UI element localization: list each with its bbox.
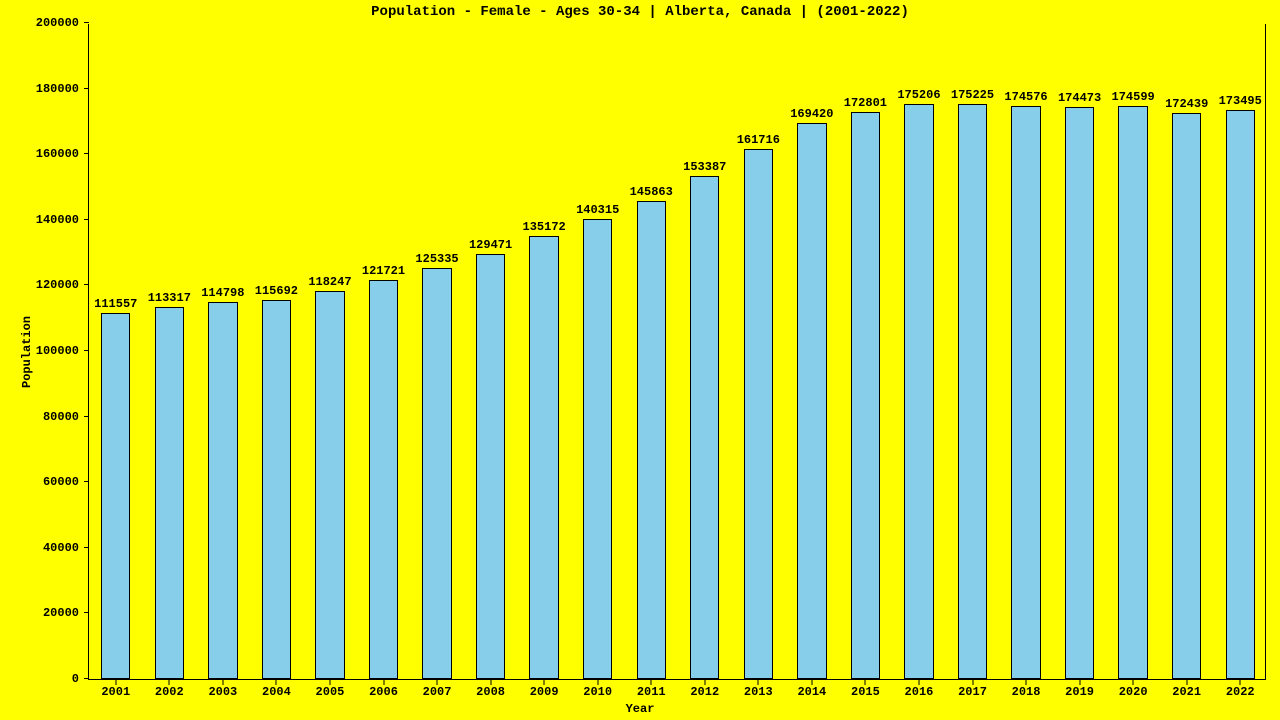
- bar-value-label: 173495: [1213, 94, 1267, 108]
- bar-value-label: 111557: [89, 297, 143, 311]
- bar: [262, 300, 291, 679]
- y-tick-label: 100000: [36, 344, 89, 358]
- bar-value-label: 175225: [946, 88, 1000, 102]
- y-tick-label: 80000: [43, 410, 89, 424]
- y-tick-label: 40000: [43, 541, 89, 555]
- bar-value-label: 121721: [357, 264, 411, 278]
- x-tick-mark: [865, 680, 866, 685]
- x-tick-mark: [437, 680, 438, 685]
- y-tick-label: 160000: [36, 147, 89, 161]
- bar: [583, 219, 612, 679]
- bar: [101, 313, 130, 679]
- bar-value-label: 145863: [624, 185, 678, 199]
- bar-value-label: 114798: [196, 286, 250, 300]
- x-tick-mark: [597, 680, 598, 685]
- bar: [529, 236, 558, 679]
- x-tick-mark: [222, 680, 223, 685]
- bar-value-label: 113317: [143, 291, 197, 305]
- x-tick-mark: [704, 680, 705, 685]
- x-tick-mark: [276, 680, 277, 685]
- bar-value-label: 153387: [678, 160, 732, 174]
- bar-value-label: 118247: [303, 275, 357, 289]
- y-tick-mark: [84, 416, 89, 417]
- x-tick-mark: [169, 680, 170, 685]
- y-tick-mark: [84, 547, 89, 548]
- y-tick-mark: [84, 153, 89, 154]
- bar: [1226, 110, 1255, 679]
- y-tick-mark: [84, 219, 89, 220]
- x-tick-mark: [1240, 680, 1241, 685]
- bar: [1118, 106, 1147, 679]
- bar-value-label: 174599: [1106, 90, 1160, 104]
- bar: [851, 112, 880, 679]
- bar: [637, 201, 666, 679]
- bar: [958, 104, 987, 679]
- y-tick-label: 20000: [43, 606, 89, 620]
- bar-value-label: 174576: [999, 90, 1053, 104]
- bar-value-label: 169420: [785, 107, 839, 121]
- bar-value-label: 174473: [1053, 91, 1107, 105]
- y-tick-mark: [84, 284, 89, 285]
- x-tick-mark: [918, 680, 919, 685]
- x-tick-mark: [811, 680, 812, 685]
- x-tick-mark: [758, 680, 759, 685]
- bar-value-label: 115692: [250, 284, 304, 298]
- y-tick-mark: [84, 678, 89, 679]
- bar: [1172, 113, 1201, 679]
- bar: [476, 254, 505, 679]
- bar-value-label: 172801: [839, 96, 893, 110]
- bar: [690, 176, 719, 679]
- y-tick-label: 120000: [36, 278, 89, 292]
- bar-value-label: 172439: [1160, 97, 1214, 111]
- y-tick-mark: [84, 481, 89, 482]
- bar: [369, 280, 398, 679]
- y-tick-mark: [84, 22, 89, 23]
- y-tick-label: 180000: [36, 82, 89, 96]
- x-tick-mark: [1133, 680, 1134, 685]
- bar-value-label: 135172: [517, 220, 571, 234]
- x-tick-mark: [651, 680, 652, 685]
- chart-background: Population - Female - Ages 30-34 | Alber…: [0, 0, 1280, 720]
- x-tick-mark: [1079, 680, 1080, 685]
- y-tick-label: 60000: [43, 475, 89, 489]
- bar: [797, 123, 826, 679]
- bar-value-label: 125335: [410, 252, 464, 266]
- bar: [208, 302, 237, 679]
- x-tick-mark: [1026, 680, 1027, 685]
- bar: [904, 104, 933, 679]
- bar: [744, 149, 773, 679]
- x-tick-mark: [329, 680, 330, 685]
- x-tick-mark: [544, 680, 545, 685]
- bar-value-label: 129471: [464, 238, 518, 252]
- y-tick-label: 200000: [36, 16, 89, 30]
- plot-area: 0200004000060000800001000001200001400001…: [88, 24, 1266, 680]
- x-tick-mark: [115, 680, 116, 685]
- bar-value-label: 161716: [732, 133, 786, 147]
- bar-value-label: 140315: [571, 203, 625, 217]
- y-tick-label: 0: [72, 672, 89, 686]
- bar-value-label: 175206: [892, 88, 946, 102]
- bar: [315, 291, 344, 679]
- bar: [1065, 107, 1094, 679]
- y-tick-mark: [84, 612, 89, 613]
- bar: [422, 268, 451, 679]
- chart-title: Population - Female - Ages 30-34 | Alber…: [0, 4, 1280, 20]
- x-tick-mark: [1186, 680, 1187, 685]
- y-tick-label: 140000: [36, 213, 89, 227]
- bar: [155, 307, 184, 679]
- y-tick-mark: [84, 88, 89, 89]
- bar: [1011, 106, 1040, 679]
- x-tick-mark: [972, 680, 973, 685]
- y-tick-mark: [84, 350, 89, 351]
- y-axis-label: Population: [20, 316, 34, 388]
- x-tick-mark: [490, 680, 491, 685]
- x-tick-mark: [383, 680, 384, 685]
- x-axis-label: Year: [0, 702, 1280, 716]
